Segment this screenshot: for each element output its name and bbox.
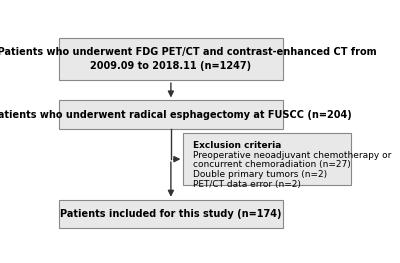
Text: Patients included for this study (n=174): Patients included for this study (n=174) (60, 209, 282, 219)
Text: Exclusion criteria: Exclusion criteria (193, 141, 281, 150)
FancyBboxPatch shape (59, 100, 282, 129)
Text: Patients who underwent radical esphagectomy at FUSCC (n=204): Patients who underwent radical esphagect… (0, 110, 351, 120)
Text: PET/CT data error (n=2): PET/CT data error (n=2) (193, 180, 300, 189)
Text: ESCC Patients who underwent FDG PET/CT and contrast-enhanced CT from
2009.09 to : ESCC Patients who underwent FDG PET/CT a… (0, 47, 376, 71)
Text: Preoperative neoadjuvant chemotherapy or: Preoperative neoadjuvant chemotherapy or (193, 151, 391, 160)
FancyBboxPatch shape (183, 133, 351, 185)
Text: Double primary tumors (n=2): Double primary tumors (n=2) (193, 170, 327, 179)
FancyBboxPatch shape (59, 200, 282, 228)
FancyBboxPatch shape (59, 38, 282, 80)
Text: concurrent chemoradiation (n=27): concurrent chemoradiation (n=27) (193, 160, 350, 169)
